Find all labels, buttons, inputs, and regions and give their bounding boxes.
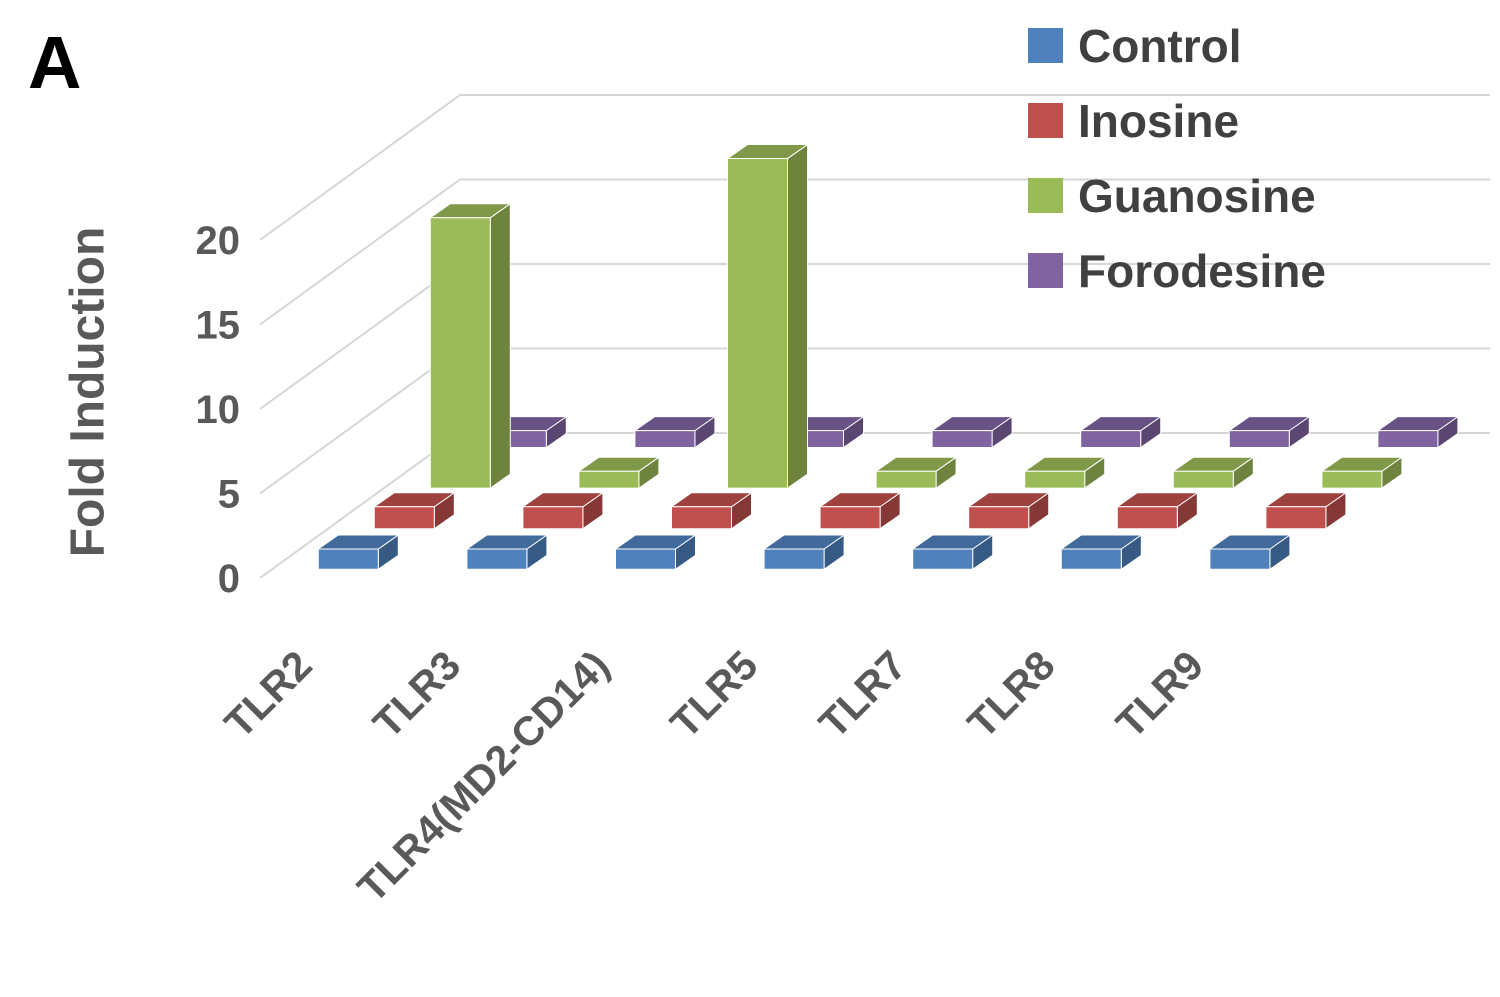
bar-inosine-tlr5	[819, 492, 901, 530]
y-tick-5: 5	[218, 473, 240, 517]
legend-swatch-control	[1028, 28, 1063, 63]
legend-swatch-forodesine	[1028, 253, 1063, 288]
gridline-15	[259, 178, 1490, 326]
bar-inosine-tlr3	[522, 492, 604, 530]
y-axis-tick-labels: 0 5 10 15 20	[196, 219, 241, 601]
bar-control-tlr9	[1209, 534, 1291, 570]
bar-control-tlr5	[763, 534, 845, 570]
y-tick-10: 10	[196, 388, 241, 432]
bar-guanosine-tlr7	[1024, 456, 1106, 489]
bar-inosine-tlr9	[1265, 492, 1347, 530]
legend-label-control: Control	[1078, 19, 1242, 72]
y-tick-0: 0	[218, 557, 240, 601]
bar-control-tlr4-md2-cd14	[615, 534, 696, 570]
bar-forodesine-tlr5	[931, 416, 1013, 448]
y-tick-20: 20	[196, 219, 241, 263]
legend-label-inosine: Inosine	[1078, 94, 1240, 147]
bar-control-tlr2	[317, 534, 399, 570]
x-label-tlr3: TLR3	[364, 642, 469, 747]
legend-item-guanosine: Guanosine	[1028, 158, 1326, 233]
series-row-control	[317, 534, 1291, 570]
bar-guanosine-tlr9	[1321, 456, 1403, 489]
legend-swatch-inosine	[1028, 103, 1063, 138]
y-tick-15: 15	[196, 304, 241, 348]
legend-label-forodesine: Forodesine	[1078, 244, 1326, 297]
bar-inosine-tlr4-md2-cd14	[671, 492, 752, 530]
bar-guanosine-tlr3	[578, 456, 660, 489]
bar-guanosine-tlr2	[429, 203, 511, 489]
x-label-tlr9: TLR9	[1107, 642, 1212, 747]
bar-control-tlr8	[1060, 534, 1142, 570]
bars-3d	[317, 144, 1459, 570]
legend-item-control: Control	[1028, 8, 1326, 83]
series-row-inosine	[373, 492, 1347, 530]
x-label-tlr5: TLR5	[661, 642, 766, 747]
legend-item-inosine: Inosine	[1028, 83, 1326, 158]
bar-forodesine-tlr3	[634, 416, 716, 448]
bar-inosine-tlr2	[373, 492, 455, 530]
legend: Control Inosine Guanosine Forodesine	[1028, 8, 1326, 308]
series-row-guanosine	[429, 144, 1403, 489]
bar-control-tlr7	[912, 534, 994, 570]
bar-forodesine-tlr9	[1377, 416, 1459, 448]
y-axis-title: Fold Induction	[61, 226, 115, 558]
bar-forodesine-tlr7	[1080, 416, 1162, 448]
gridline-20	[259, 94, 1490, 241]
bar-inosine-tlr7	[968, 492, 1050, 530]
bar-guanosine-tlr8	[1172, 456, 1254, 489]
bar-control-tlr3	[466, 534, 548, 570]
panel-label: A	[28, 21, 82, 104]
x-label-tlr4-md2-cd14: TLR4(MD2-CD14)	[349, 642, 618, 911]
bar-inosine-tlr8	[1116, 492, 1198, 530]
bar-guanosine-tlr5	[875, 456, 957, 489]
legend-item-forodesine: Forodesine	[1028, 233, 1326, 308]
bar-guanosine-tlr4-md2-cd14	[727, 144, 808, 489]
x-label-tlr8: TLR8	[959, 642, 1064, 747]
legend-label-guanosine: Guanosine	[1078, 169, 1316, 222]
x-label-tlr2: TLR2	[216, 642, 321, 747]
bar-forodesine-tlr8	[1228, 416, 1310, 448]
legend-swatch-guanosine	[1028, 178, 1063, 213]
x-label-tlr7: TLR7	[810, 642, 915, 747]
